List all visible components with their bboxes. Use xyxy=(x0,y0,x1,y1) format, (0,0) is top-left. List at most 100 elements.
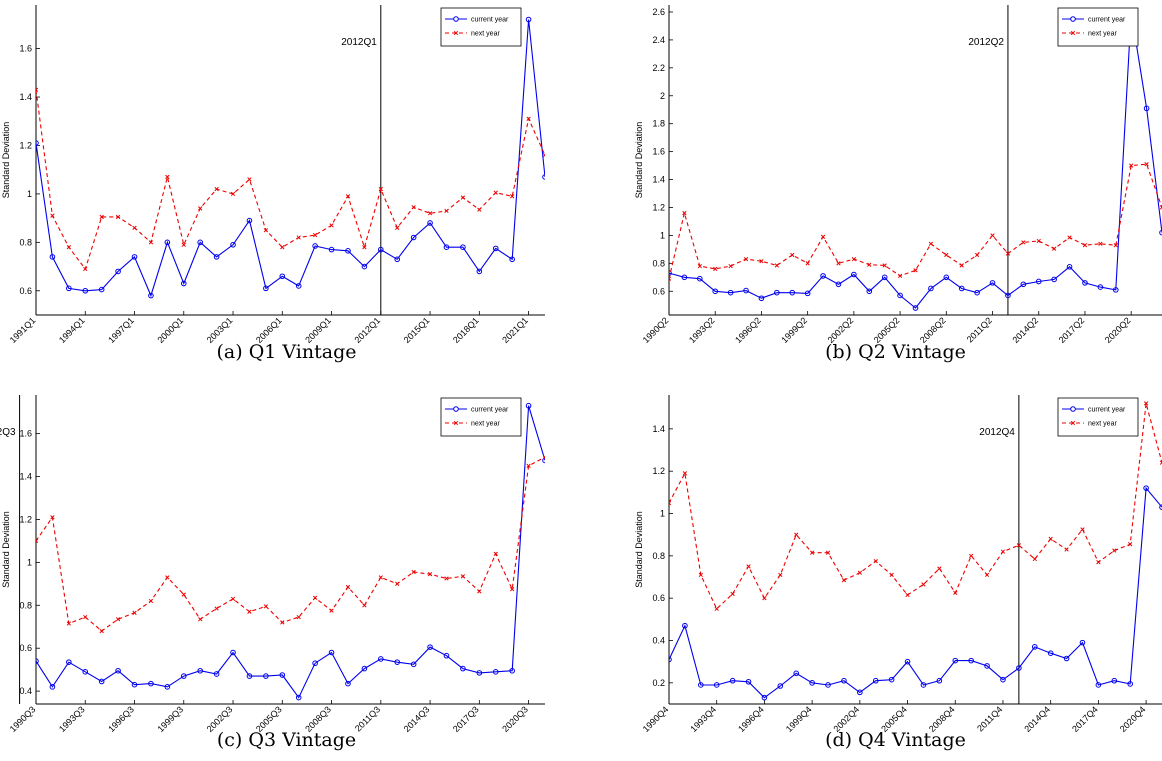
data-point-current xyxy=(825,682,831,688)
data-point-next xyxy=(247,609,252,614)
data-point-next xyxy=(1080,527,1085,532)
x-tick-label: 2021Q1 xyxy=(500,315,530,345)
data-point-current xyxy=(542,457,545,464)
data-point-next xyxy=(969,553,974,559)
data-point-current xyxy=(492,245,499,252)
data-point-next xyxy=(510,587,515,592)
data-point-next xyxy=(526,463,531,468)
legend-label-current: current year xyxy=(471,17,509,24)
data-point-current xyxy=(1082,280,1088,286)
data-point-current xyxy=(443,652,450,659)
y-tick-label: 1.6 xyxy=(19,429,32,439)
data-point-next xyxy=(1129,163,1134,168)
data-point-next xyxy=(362,603,367,608)
data-point-current xyxy=(361,263,368,270)
data-point-current xyxy=(542,174,545,180)
data-point-current xyxy=(509,256,515,263)
data-point-current xyxy=(312,660,318,667)
data-point-current xyxy=(1066,264,1073,270)
legend-label-current: current year xyxy=(1088,17,1126,24)
legend: current year next year xyxy=(1057,397,1139,437)
data-point-next xyxy=(542,455,545,460)
data-point-current xyxy=(246,217,253,224)
data-point-next xyxy=(280,245,285,250)
data-point-current xyxy=(1112,287,1119,293)
data-point-next xyxy=(728,263,733,269)
data-point-current xyxy=(936,677,943,684)
y-tick-label: 1.4 xyxy=(652,424,665,434)
data-point-current xyxy=(263,285,269,292)
data-point-current xyxy=(443,244,450,250)
data-point-next xyxy=(928,241,934,246)
data-point-current xyxy=(758,295,765,302)
data-point-current xyxy=(1127,681,1133,687)
data-point-current xyxy=(1000,676,1006,683)
data-point-next xyxy=(825,550,831,555)
x-tick-label: 2011Q3 xyxy=(353,704,382,733)
legend: current year next year xyxy=(1057,7,1139,47)
chart-panel-2: 0.6 0.8 1 1.2 1.4 1.6 1.8 2 2.2 2.4 2.6 Standard De… xyxy=(634,5,1162,363)
data-point-current xyxy=(1016,665,1022,671)
data-point-next xyxy=(867,262,872,267)
data-point-current xyxy=(279,672,286,678)
data-point-current xyxy=(727,289,734,296)
data-point-current xyxy=(230,649,236,656)
data-point-current xyxy=(793,670,800,677)
data-point-next xyxy=(1021,240,1026,245)
y-tick-label: 0.6 xyxy=(652,286,665,296)
y-tick-label: 1 xyxy=(27,189,32,199)
x-tick-label: 1990Q4 xyxy=(641,704,671,734)
data-point-next xyxy=(1159,460,1162,465)
data-point-current xyxy=(98,286,105,293)
data-point-current xyxy=(1005,292,1011,299)
data-point-current xyxy=(328,649,335,656)
x-tick-label: 2014Q2 xyxy=(1010,315,1040,345)
data-point-next xyxy=(247,177,252,182)
data-point-next xyxy=(411,569,416,575)
data-point-current xyxy=(774,289,780,296)
x-tick-label: 2011Q2 xyxy=(965,315,994,344)
y-tick-label: 2 xyxy=(660,91,665,101)
data-point-next xyxy=(83,614,88,620)
x-tick-label: 2012Q1 xyxy=(353,315,383,345)
data-point-current xyxy=(835,281,842,288)
data-point-current xyxy=(1031,644,1038,650)
data-point-current xyxy=(66,659,72,665)
legend-label-next: next year xyxy=(471,31,500,38)
data-point-next xyxy=(809,550,815,555)
data-point-next xyxy=(50,515,55,520)
data-point-current xyxy=(682,622,688,629)
y-tick-label: 0.8 xyxy=(652,258,665,268)
legend-box xyxy=(1057,7,1139,47)
data-point-current xyxy=(49,684,56,690)
data-point-current xyxy=(345,680,351,687)
data-point-current xyxy=(681,274,688,281)
reference-line-label: 2012Q3 xyxy=(0,427,16,438)
data-point-current xyxy=(115,268,121,275)
data-point-current xyxy=(115,667,121,674)
data-point-next xyxy=(444,576,449,581)
x-tick-label: 1994Q1 xyxy=(57,315,87,345)
data-point-current xyxy=(263,673,269,679)
y-tick-label: 1.4 xyxy=(19,472,32,482)
y-tick-label: 1 xyxy=(660,509,665,519)
data-point-current xyxy=(968,657,974,664)
y-tick-label: 1.2 xyxy=(652,202,665,212)
data-point-current xyxy=(66,285,72,292)
y-tick-label: 2.4 xyxy=(652,35,665,45)
series-line-current xyxy=(36,19,545,298)
data-point-next xyxy=(395,225,400,230)
data-point-current xyxy=(697,275,703,282)
data-point-current xyxy=(729,677,736,684)
data-point-next xyxy=(953,590,958,596)
series-line-next xyxy=(669,163,1162,279)
data-point-current xyxy=(820,273,826,279)
data-point-current xyxy=(958,285,965,292)
data-point-current xyxy=(525,16,532,23)
data-point-current xyxy=(164,684,171,690)
data-point-next xyxy=(411,205,416,210)
plot-area xyxy=(669,401,1162,701)
series-line-next xyxy=(36,456,545,632)
y-axis-label: Standard Deviation xyxy=(1,511,11,588)
data-point-next xyxy=(759,259,764,264)
